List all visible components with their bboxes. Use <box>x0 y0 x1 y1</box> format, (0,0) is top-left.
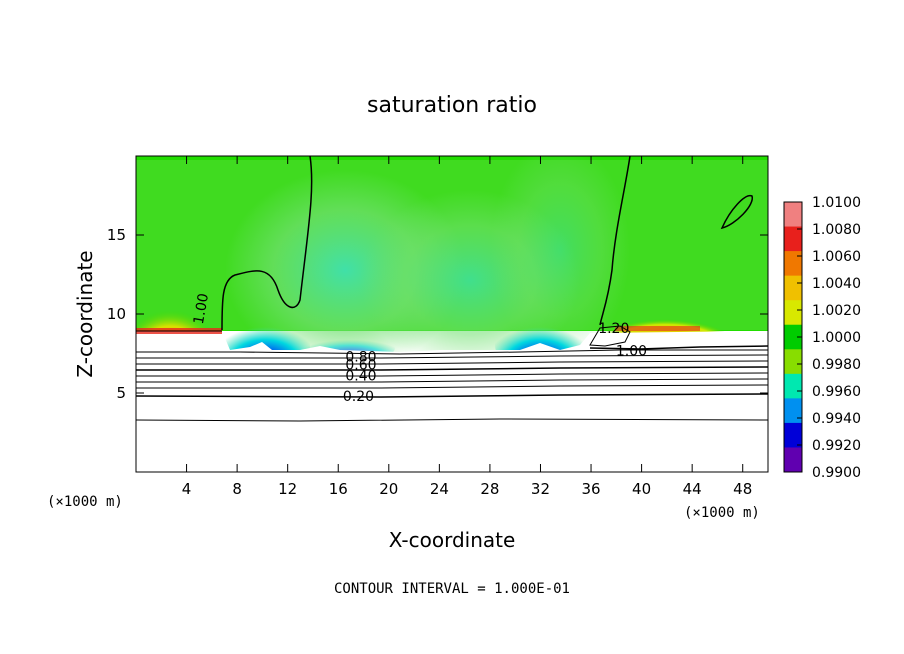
colorbar-label: 0.9920 <box>812 438 861 454</box>
colorbar-swatch <box>784 300 802 326</box>
colorbar-swatch <box>784 202 802 228</box>
colorbar-label: 1.0060 <box>812 249 861 265</box>
x-unit-label: (×1000 m) <box>684 505 760 521</box>
colorbar-swatch <box>784 398 802 424</box>
colorbar-swatch <box>784 226 802 252</box>
colorbar-swatch <box>784 324 802 350</box>
colorbar-label: 1.0020 <box>812 303 861 319</box>
colorbar-swatch <box>784 275 802 301</box>
contour-labels: 1.00 1.20 1.00 0.800.600.40 0.20 <box>191 292 647 405</box>
contour-label: 1.20 <box>598 321 629 337</box>
contour-lines <box>136 156 768 422</box>
colorbar-label: 0.9960 <box>812 384 861 400</box>
contour-1-00-right <box>599 156 631 326</box>
y-axis-label: Z-coordinate <box>73 250 97 377</box>
y-tick-label: 5 <box>116 384 126 402</box>
plot-area <box>136 156 768 472</box>
colorbar-swatch <box>784 422 802 448</box>
colorbar-label: 0.9940 <box>812 411 861 427</box>
y-tick-label: 10 <box>107 305 126 323</box>
contour-1-00-left <box>221 156 313 331</box>
colorbar-label: 1.0080 <box>812 222 861 238</box>
colorbar-label: 1.0000 <box>812 330 861 346</box>
x-tick-label: 44 <box>683 480 702 498</box>
colorbar-swatch <box>784 349 802 375</box>
colorbar-swatch <box>784 447 802 473</box>
x-tick-label: 16 <box>329 480 348 498</box>
x-tick-label: 28 <box>480 480 499 498</box>
contour-label: 1.00 <box>616 343 647 359</box>
contour-interval-note: CONTOUR INTERVAL = 1.000E-01 <box>334 581 570 597</box>
colorbar-label: 0.9900 <box>812 465 861 481</box>
x-tick-label: 36 <box>581 480 600 498</box>
x-axis-ticks: 4 8 12 16 20 24 28 32 36 40 44 48 <box>182 156 752 498</box>
y-tick-label: 15 <box>107 226 126 244</box>
x-tick-label: 20 <box>379 480 398 498</box>
contour-label: 0.60 <box>345 358 376 374</box>
x-tick-label: 8 <box>232 480 242 498</box>
chart-title: saturation ratio <box>367 93 537 118</box>
y-axis-ticks: 5 10 15 <box>107 226 768 402</box>
colorbar-label: 0.9980 <box>812 357 861 373</box>
contour-label: 0.40 <box>345 369 376 385</box>
colorbar-swatch <box>784 373 802 399</box>
z-unit-label: (×1000 m) <box>47 494 123 510</box>
x-tick-label: 24 <box>430 480 449 498</box>
x-tick-label: 32 <box>531 480 550 498</box>
x-axis-label: X-coordinate <box>389 528 516 552</box>
x-tick-label: 4 <box>182 480 192 498</box>
colorbar: 1.0100 1.0080 1.0060 1.0040 1.0020 1.0000 0.99… <box>783 195 861 481</box>
x-tick-label: 48 <box>733 480 752 498</box>
x-tick-label: 40 <box>632 480 651 498</box>
colorbar-swatch <box>784 251 802 277</box>
contour-label: 0.80 <box>345 350 376 366</box>
colorbar-label: 1.0100 <box>812 195 861 211</box>
x-tick-label: 12 <box>278 480 297 498</box>
contour-label: 0.20 <box>343 389 374 405</box>
contour-label: 1.00 <box>191 292 212 325</box>
subsaturated-region <box>136 331 768 472</box>
colorbar-label: 1.0040 <box>812 276 861 292</box>
